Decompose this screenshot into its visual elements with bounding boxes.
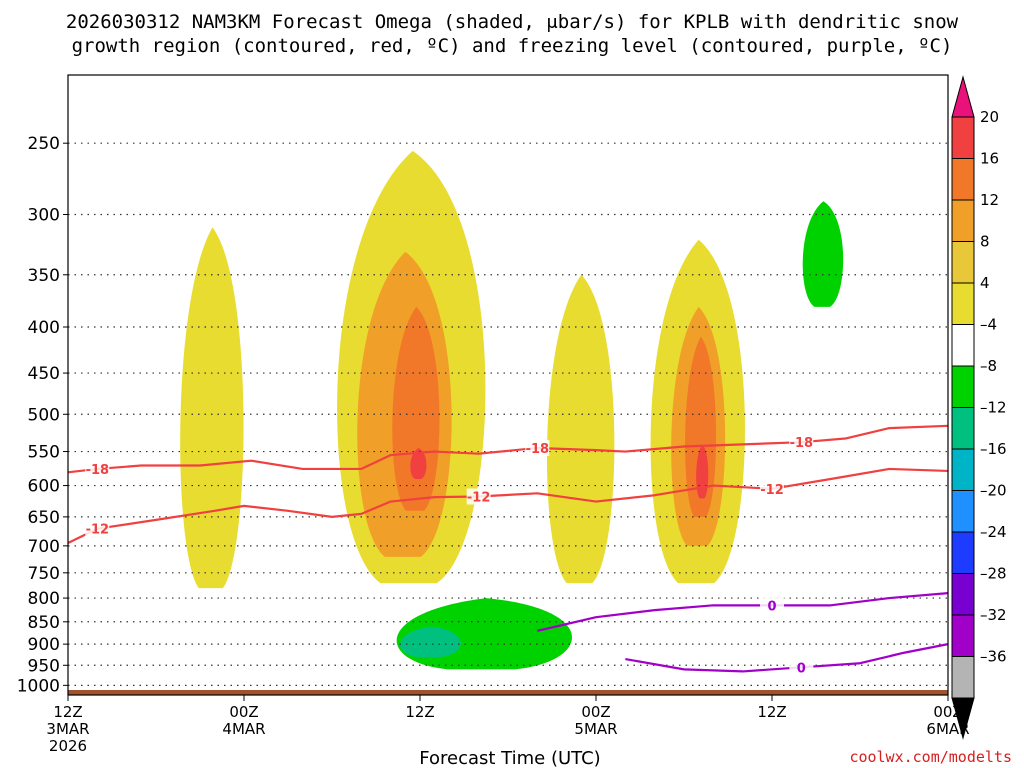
ytick-label-850: 850 xyxy=(28,613,60,633)
dgz-label-0-2: -18 xyxy=(790,436,814,451)
xtick-label-4-0: 12Z xyxy=(757,703,786,721)
dgz-label-0-0: -18 xyxy=(86,463,110,478)
xtick-label-0-1: 3MAR xyxy=(46,720,89,738)
freezing-label-bg-0-0 xyxy=(760,597,784,614)
colorbar-band-5 xyxy=(951,282,975,325)
colorbar-band-11 xyxy=(951,531,975,574)
colorbar-band-14 xyxy=(951,656,975,699)
colorbar-band-6 xyxy=(951,324,975,367)
colorbar-label-7: –12 xyxy=(980,399,1007,417)
dgz-label-bg-1-2 xyxy=(760,480,784,497)
xtick-label-3-1: 5MAR xyxy=(574,720,617,738)
colorbar-label-13: –36 xyxy=(980,648,1007,666)
colorbar-label-8: –16 xyxy=(980,440,1007,458)
ytick-label-700: 700 xyxy=(28,537,60,557)
xtick-label-0-2: 2026 xyxy=(49,737,87,755)
ytick-label-750: 750 xyxy=(28,564,60,584)
colorbar-label-10: –24 xyxy=(980,523,1007,541)
ytick-label-250: 250 xyxy=(28,134,60,154)
ytick-label-800: 800 xyxy=(28,589,60,609)
omega-shading xyxy=(180,150,844,670)
terrain xyxy=(68,690,948,695)
ytick-label-300: 300 xyxy=(28,205,60,225)
freezing-contour-1 xyxy=(625,643,949,673)
colorbar-band-13 xyxy=(951,614,975,657)
colorbar-band-10 xyxy=(951,490,975,533)
dgz-label-bg-1-0 xyxy=(85,520,110,537)
contour-lines: -18 -18 -18 -12 -12 -12 0 0 xyxy=(67,424,949,676)
xtick-label-1-0: 00Z xyxy=(229,703,258,721)
dgz-label-bg-0-1 xyxy=(525,439,550,456)
dgz-label-1-1: -12 xyxy=(467,490,491,505)
dgz-label-1-0: -12 xyxy=(86,523,110,538)
colorbar-band-2 xyxy=(951,158,975,201)
colorbar-label-12: –32 xyxy=(980,606,1007,624)
chart-title-line-2: growth region (contoured, red, ºC) and f… xyxy=(72,35,953,57)
omega-region-ascent-06Z-5MAR-max xyxy=(696,444,709,499)
omega-region-ascent-pre-00Z-4MAR-weak xyxy=(180,227,244,589)
dgz-label-bg-1-1 xyxy=(466,488,491,505)
colorbar-label-11: –28 xyxy=(980,565,1007,583)
ytick-label-900: 900 xyxy=(28,635,60,655)
x-axis-label: Forecast Time (UTC) xyxy=(419,748,600,768)
colorbar-label-4: 4 xyxy=(980,274,990,292)
omega-region-ascent-06Z-5MAR-strong xyxy=(685,336,717,517)
colorbar-bottom-arrow xyxy=(951,697,975,740)
colorbar-band-7 xyxy=(951,365,975,408)
ytick-label-1000: 1000 xyxy=(17,676,60,696)
dgz-label-bg-0-2 xyxy=(789,434,814,451)
xtick-label-0-0: 12Z xyxy=(53,703,82,721)
xtick-label-2-0: 12Z xyxy=(405,703,434,721)
ytick-label-600: 600 xyxy=(28,477,60,497)
colorbar-legend: 20 16 12 8 4 –4 –8 –12 –16 –20 –24 –28 –32 –36 xyxy=(951,75,1007,740)
dgz-label-0-1: -18 xyxy=(526,442,550,457)
ytick-label-350: 350 xyxy=(28,266,60,286)
colorbar-label-9: –20 xyxy=(980,482,1007,500)
plot-border xyxy=(67,74,949,696)
ytick-label-550: 550 xyxy=(28,443,60,463)
omega-region-ascent-12Z-4MAR-strong xyxy=(392,306,440,511)
freezing-label-1-0: 0 xyxy=(797,661,806,676)
colorbar-label-5: –4 xyxy=(980,316,997,334)
colorbar-label-0: 20 xyxy=(980,108,999,126)
omega-region-descent-low-levels-moderate xyxy=(400,626,461,657)
ytick-label-450: 450 xyxy=(28,364,60,384)
colorbar-label-6: –8 xyxy=(980,357,997,375)
omega-region-descent-upper-48Z-weak xyxy=(802,201,844,307)
colorbar-label-2: 12 xyxy=(980,191,999,209)
plot-frame xyxy=(67,74,949,696)
dgz-label-bg-0-0 xyxy=(85,460,110,477)
freezing-label-bg-1-0 xyxy=(789,659,814,676)
colorbar-band-8 xyxy=(951,407,975,450)
colorbar-band-4 xyxy=(951,241,975,284)
y-axis: 2503003504004505005506006507007508008509… xyxy=(17,134,68,696)
ytick-label-500: 500 xyxy=(28,405,60,425)
dgz-label-1-2: -12 xyxy=(760,483,784,498)
colorbar-band-1 xyxy=(951,116,975,159)
ytick-label-400: 400 xyxy=(28,318,60,338)
plot-area: -18 -18 -18 -12 -12 -12 0 0 xyxy=(67,74,949,696)
freezing-contour-0 xyxy=(537,592,949,632)
freezing-label-0-0: 0 xyxy=(767,599,776,614)
colorbar-band-9 xyxy=(951,448,975,491)
ytick-label-650: 650 xyxy=(28,508,60,528)
credit-text: coolwx.com/modelts xyxy=(849,748,1012,766)
chart-title-line-1: 2026030312 NAM3KM Forecast Omega (shaded… xyxy=(66,11,959,33)
omega-region-ascent-12Z-4MAR-max xyxy=(410,447,427,479)
colorbar-top-arrow xyxy=(951,75,975,118)
xtick-label-3-0: 00Z xyxy=(581,703,610,721)
terrain-fill xyxy=(68,690,948,695)
colorbar-band-12 xyxy=(951,573,975,616)
xtick-label-1-1: 4MAR xyxy=(222,720,265,738)
omega-region-ascent-00Z-5MAR-weak xyxy=(546,274,615,584)
colorbar-label-1: 16 xyxy=(980,150,999,168)
ytick-label-950: 950 xyxy=(28,656,60,676)
colorbar-band-3 xyxy=(951,199,975,242)
colorbar-label-3: 8 xyxy=(980,233,990,251)
